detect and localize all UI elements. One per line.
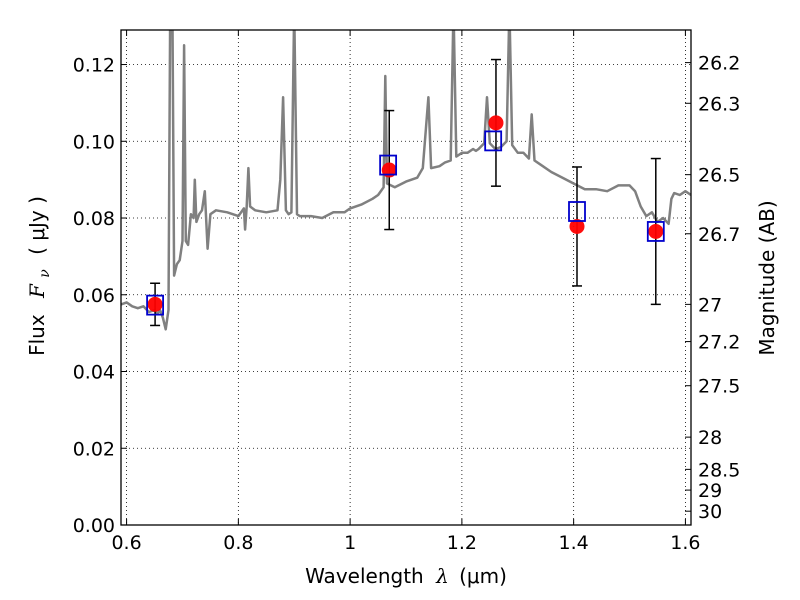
y-axis-label: Flux F ν ( μJy ) bbox=[25, 196, 54, 356]
x-axis-label-symbol: λ bbox=[435, 564, 449, 588]
x-axis-label-prefix: Wavelength bbox=[305, 564, 424, 588]
model-point bbox=[484, 130, 503, 152]
magnitude-tick-label: 27.5 bbox=[698, 376, 740, 398]
x-tick-label: 1.2 bbox=[447, 532, 477, 554]
x-tick-label: 1 bbox=[344, 532, 356, 554]
y-tick-label: 0.12 bbox=[73, 55, 115, 77]
plot-area bbox=[121, 30, 691, 525]
magnitude-tick-label: 29 bbox=[698, 480, 722, 502]
y-axis-label-subscript: ν bbox=[37, 269, 53, 278]
magnitude-tick-label: 26.5 bbox=[698, 165, 740, 187]
model-point bbox=[646, 221, 665, 242]
magnitude-axis-label: Magnitude (AB) bbox=[755, 200, 779, 355]
magnitude-tick-label: 26.2 bbox=[698, 53, 740, 75]
magnitude-tick-label: 26.7 bbox=[698, 224, 740, 246]
series-layer bbox=[121, 30, 691, 331]
magnitude-tick-label: 28.5 bbox=[698, 459, 740, 481]
plot-background bbox=[121, 30, 691, 525]
x-tick-label: 0.6 bbox=[111, 532, 141, 554]
y-tick-label: 0.00 bbox=[73, 515, 115, 537]
magnitude-tick-label: 27 bbox=[698, 294, 722, 316]
tick-labels: 0.6 0.8 1 1.2 1.4 1.6 0.00 0.02 0.04 0.06 0.08 0.10… bbox=[73, 53, 741, 554]
spectrum-line bbox=[121, 30, 691, 331]
y-tick-label: 0.04 bbox=[73, 362, 115, 384]
x-tick-label: 1.4 bbox=[559, 532, 589, 554]
y-tick-label: 0.06 bbox=[73, 285, 115, 307]
series-clip-group bbox=[121, 30, 691, 331]
x-axis-label: Wavelength λ (μm) bbox=[305, 564, 507, 588]
ticks bbox=[121, 30, 691, 526]
model-point bbox=[379, 154, 398, 176]
observed-point bbox=[488, 115, 504, 131]
observed-point bbox=[147, 296, 163, 312]
x-axis-label-unit: (μm) bbox=[459, 564, 507, 588]
x-tick-label: 0.8 bbox=[223, 532, 253, 554]
x-tick-label: 1.6 bbox=[670, 532, 700, 554]
y-tick-label: 0.02 bbox=[73, 438, 115, 460]
model-point bbox=[568, 201, 586, 222]
observed-point bbox=[648, 223, 664, 239]
magnitude-tick-label: 27.2 bbox=[698, 332, 740, 354]
plot-border bbox=[120, 29, 692, 526]
plot-frame bbox=[120, 29, 692, 526]
model-point bbox=[146, 294, 164, 316]
y-axis-label-unit: ( μJy ) bbox=[25, 196, 49, 255]
magnitude-tick-label: 28 bbox=[698, 427, 722, 449]
y-axis-label-prefix: Flux bbox=[25, 314, 49, 356]
y-tick-label: 0.08 bbox=[73, 208, 115, 230]
y-tick-label: 0.10 bbox=[73, 131, 115, 153]
magnitude-tick-label: 26.3 bbox=[698, 93, 740, 115]
magnitude-tick-label: 30 bbox=[698, 501, 722, 523]
observed-point bbox=[569, 218, 585, 234]
y-axis-label-symbol: F bbox=[25, 283, 49, 299]
